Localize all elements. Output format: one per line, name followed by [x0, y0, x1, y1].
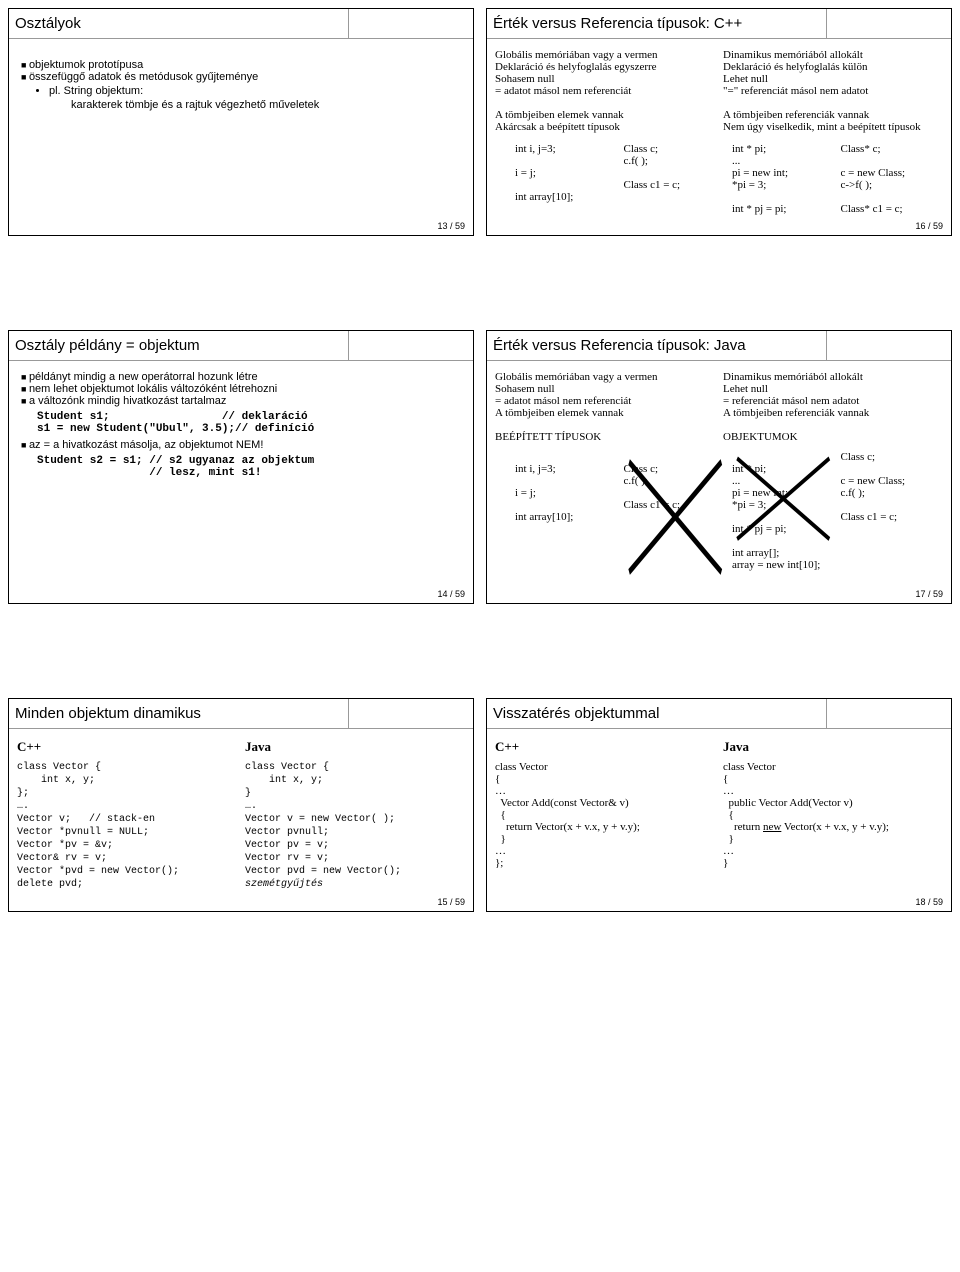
t: int i, j=3; i = j; int array[10];: [515, 463, 573, 523]
slide-title: Érték versus Referencia típusok: C++: [487, 9, 951, 39]
slide-13: Osztályok objektumok prototípusa összefü…: [8, 8, 474, 236]
page-number: 16 / 59: [915, 221, 943, 231]
slide-14: Osztály példány = objektum példányt mind…: [8, 330, 474, 604]
page-number: 15 / 59: [437, 897, 465, 907]
bullet: a változónk mindig hivatkozást tartalmaz: [21, 395, 465, 407]
slide-title: Osztály példány = objektum: [9, 331, 473, 361]
t: int * pi; ... pi = new int; *pi = 3; int…: [732, 463, 820, 571]
slide-17: Érték versus Referencia típusok: Java Gl…: [486, 330, 952, 604]
page-number: 14 / 59: [437, 589, 465, 599]
bullet-text: összefüggő adatok és metódusok gyűjtemén…: [29, 71, 258, 83]
bullet: nem lehet objektumot lokális változóként…: [21, 383, 465, 395]
code-cpp: class Vector { int x, y; }; …. Vector v;…: [17, 761, 237, 891]
code-cpp: class Vector { … Vector Add(const Vector…: [495, 761, 715, 869]
col-header-java: Java: [723, 739, 943, 755]
slide-18: Visszatérés objektummal C++ class Vector…: [486, 698, 952, 912]
code-col-3-crossed: int * pi; ... pi = new int; *pi = 3; int…: [732, 451, 835, 583]
t: Class c; c.f( ); Class c1 = c;: [624, 463, 681, 511]
code-col-2-crossed: Class c; c.f( ); Class c1 = c;: [624, 451, 727, 583]
t: példányt mindig a new operátorral hozunk…: [29, 371, 258, 383]
code-col-4: Class* c; c = new Class; c->f( ); Class*…: [841, 143, 944, 215]
slide-title: Osztályok: [9, 9, 473, 39]
code-block: Student s1; // deklaráció s1 = new Stude…: [17, 411, 465, 435]
col-header-java: Java: [245, 739, 465, 755]
t: class Vector { int x, y; } …. Vector v =…: [245, 762, 401, 877]
ref-types-desc: Dinamikus memóriából allokált Lehet null…: [723, 371, 943, 443]
col-header-cpp: C++: [17, 739, 237, 755]
slide-title: Érték versus Referencia típusok: Java: [487, 331, 951, 361]
code-col-3: int * pi; ... pi = new int; *pi = 3; int…: [732, 143, 835, 215]
code-col-4: Class c; c = new Class; c.f( ); Class c1…: [841, 451, 944, 583]
bullet: az = a hivatkozást másolja, az objektumo…: [21, 439, 465, 451]
page-number: 18 / 59: [915, 897, 943, 907]
slide-title: Minden objektum dinamikus: [9, 699, 473, 729]
code-java: class Vector { int x, y; } …. Vector v =…: [245, 761, 465, 891]
bullet: összefüggő adatok és metódusok gyűjtemén…: [21, 71, 465, 111]
sub-text: karakterek tömbje és a rajtuk végezhető …: [21, 99, 465, 111]
slide-15: Minden objektum dinamikus C++ class Vect…: [8, 698, 474, 912]
code-col-1: int i, j=3; i = j; int array[10];: [515, 143, 618, 215]
code-java: class Vector { … public Vector Add(Vecto…: [723, 761, 943, 869]
page-number: 13 / 59: [437, 221, 465, 231]
slide-16: Érték versus Referencia típusok: C++ Glo…: [486, 8, 952, 236]
code-block: Student s2 = s1; // s2 ugyanaz az objekt…: [17, 455, 465, 479]
new-keyword: new: [763, 821, 781, 833]
sub-bullet: pl. String objektum:: [49, 85, 465, 97]
code-col-1: int i, j=3; i = j; int array[10];: [515, 451, 618, 583]
bullet: példányt mindig a new operátorral hozunk…: [21, 371, 465, 383]
ref-types-desc: Dinamikus memóriából allokált Deklaráció…: [723, 49, 943, 133]
italic-note: szemétgyűjtés: [245, 879, 323, 890]
bullet: objektumok prototípusa: [21, 59, 465, 71]
value-types-desc: Globális memóriában vagy a vermen Sohase…: [495, 371, 715, 443]
value-types-desc: Globális memóriában vagy a vermen Deklar…: [495, 49, 715, 133]
slide-title: Visszatérés objektummal: [487, 699, 951, 729]
code-col-2: Class c; c.f( ); Class c1 = c;: [624, 143, 727, 215]
col-header-cpp: C++: [495, 739, 715, 755]
page-number: 17 / 59: [915, 589, 943, 599]
